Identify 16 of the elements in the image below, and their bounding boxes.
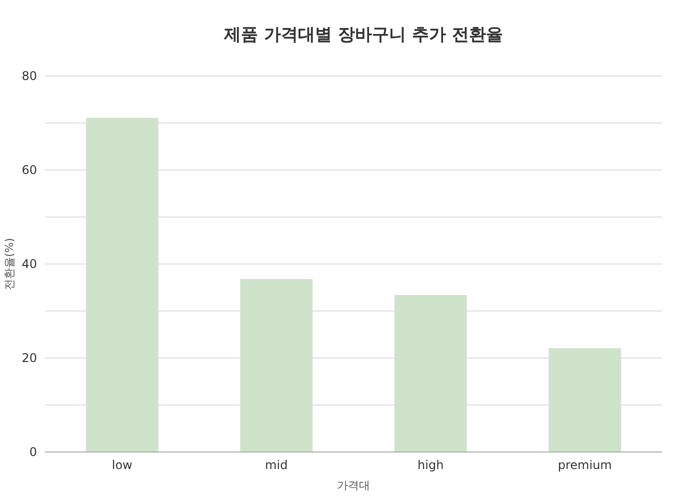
bar [394,295,467,452]
x-tick-label: high [418,458,444,472]
x-tick-label: low [112,458,133,472]
y-tick-label: 40 [22,257,37,271]
x-tick-label: mid [265,458,288,472]
bar [240,279,313,452]
bar [86,118,158,452]
y-tick-label: 0 [29,445,37,459]
x-tick-label: premium [558,458,612,472]
x-axis-title: 가격대 [337,479,370,492]
y-tick-label: 80 [22,69,37,83]
y-axis-title: 전환율(%) [3,238,16,290]
bar [548,348,622,452]
y-tick-label: 60 [22,163,37,177]
y-tick-label: 20 [22,351,37,365]
chart-title: 제품 가격대별 장바구니 추가 전환율 [223,25,503,45]
